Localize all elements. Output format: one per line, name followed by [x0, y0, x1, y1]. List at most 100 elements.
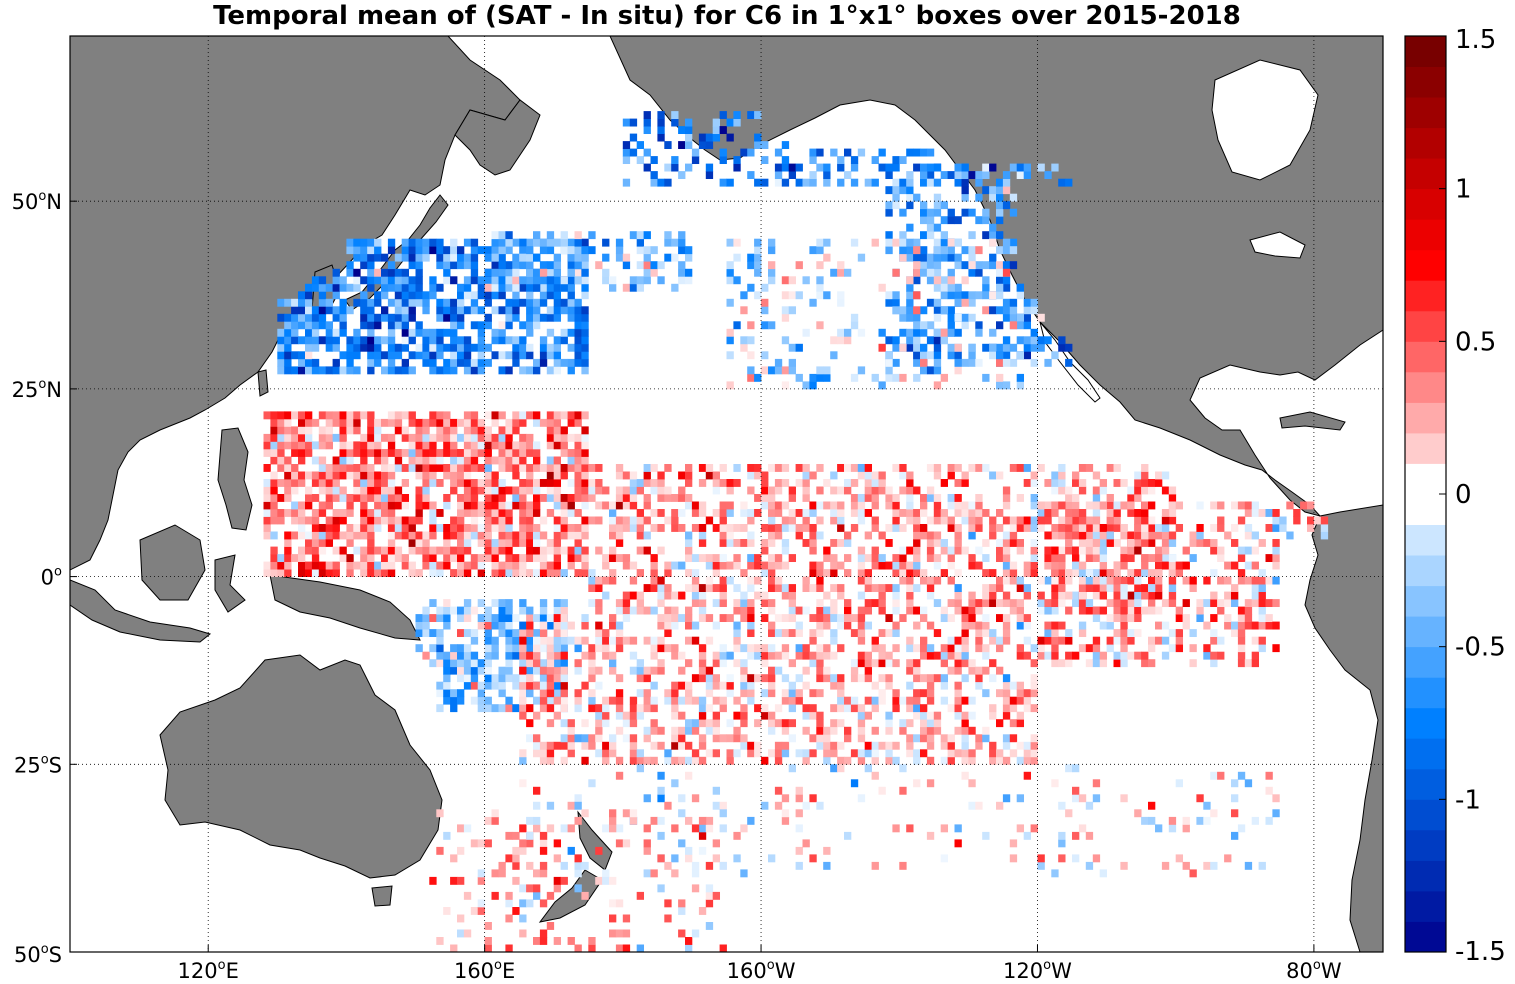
data-cell: [546, 561, 555, 570]
data-cell: [1009, 261, 1018, 270]
data-cell: [588, 516, 596, 525]
data-cell: [415, 268, 423, 277]
data-cell: [450, 306, 458, 315]
data-cell: [422, 358, 430, 367]
data-cell: [996, 509, 1004, 517]
data-cell: [1009, 464, 1018, 472]
data-cell: [609, 876, 617, 885]
data-cell: [899, 719, 907, 728]
data-cell: [906, 606, 914, 615]
data-cell: [401, 321, 410, 330]
data-cell: [850, 704, 859, 713]
data-cell: [940, 201, 949, 210]
data-cell: [615, 899, 624, 908]
data-cell: [450, 606, 458, 615]
colorbar-swatch: [1405, 158, 1446, 190]
data-cell: [809, 509, 817, 517]
data-cell: [823, 178, 831, 187]
data-cell: [968, 711, 976, 720]
data-cell: [567, 411, 575, 420]
data-cell: [505, 313, 513, 322]
data-cell: [857, 756, 866, 765]
data-cell: [705, 681, 714, 690]
data-cell: [553, 839, 562, 848]
data-cell: [975, 561, 983, 570]
data-cell: [622, 734, 631, 743]
data-cell: [961, 674, 969, 683]
data-cell: [318, 433, 327, 442]
data-cell: [450, 238, 458, 247]
data-cell: [954, 216, 962, 225]
data-cell: [553, 666, 562, 675]
data-cell: [1196, 606, 1204, 615]
data-cell: [422, 539, 430, 547]
data-cell: [774, 629, 783, 638]
data-cell: [305, 298, 313, 307]
data-cell: [933, 711, 942, 720]
data-cell: [457, 516, 465, 525]
data-cell: [747, 689, 755, 698]
data-cell: [816, 629, 824, 638]
data-cell: [926, 644, 935, 653]
data-cell: [698, 711, 707, 720]
data-cell: [367, 246, 375, 255]
data-cell: [989, 343, 997, 352]
data-cell: [1155, 569, 1163, 578]
data-cell: [823, 291, 831, 300]
data-cell: [353, 328, 361, 337]
data-cell: [719, 464, 727, 472]
data-cell: [857, 629, 866, 638]
data-cell: [933, 306, 942, 315]
data-cell: [415, 539, 423, 547]
data-cell: [954, 494, 962, 502]
data-cell: [360, 336, 368, 345]
data-cell: [996, 801, 1004, 810]
data-cell: [989, 591, 997, 600]
data-cell: [795, 343, 803, 352]
data-cell: [325, 283, 334, 292]
data-cell: [553, 358, 562, 367]
data-cell: [698, 824, 707, 833]
data-cell: [636, 261, 645, 270]
data-cell: [470, 306, 479, 315]
data-cell: [761, 569, 769, 578]
data-cell: [1023, 614, 1032, 623]
data-cell: [353, 486, 361, 495]
data-cell: [816, 276, 824, 285]
data-cell: [857, 614, 866, 623]
data-cell: [768, 516, 776, 525]
data-cell: [477, 479, 486, 487]
data-cell: [857, 726, 866, 735]
data-cell: [657, 471, 665, 480]
data-cell: [505, 449, 513, 457]
data-cell: [588, 644, 596, 653]
data-cell: [553, 674, 562, 683]
data-cell: [837, 681, 845, 690]
data-cell: [643, 734, 651, 743]
data-cell: [401, 328, 410, 337]
data-cell: [332, 283, 340, 292]
data-cell: [1092, 794, 1101, 803]
data-cell: [360, 456, 368, 465]
data-cell: [360, 238, 368, 247]
data-cell: [277, 479, 285, 487]
data-cell: [457, 561, 465, 570]
data-cell: [408, 539, 416, 547]
data-cell: [457, 283, 465, 292]
data-cell: [823, 591, 831, 600]
data-cell: [823, 366, 831, 375]
data-cell: [968, 509, 976, 517]
data-cell: [305, 501, 313, 510]
data-cell: [947, 328, 955, 337]
data-cell: [311, 336, 320, 345]
data-cell: [609, 509, 617, 517]
data-cell: [429, 569, 437, 578]
data-cell: [381, 464, 389, 472]
data-cell: [629, 133, 638, 142]
data-cell: [394, 411, 403, 420]
data-cell: [457, 261, 465, 270]
data-cell: [436, 261, 444, 270]
data-cell: [643, 494, 651, 502]
data-cell: [1148, 501, 1156, 510]
data-cell: [712, 599, 721, 608]
